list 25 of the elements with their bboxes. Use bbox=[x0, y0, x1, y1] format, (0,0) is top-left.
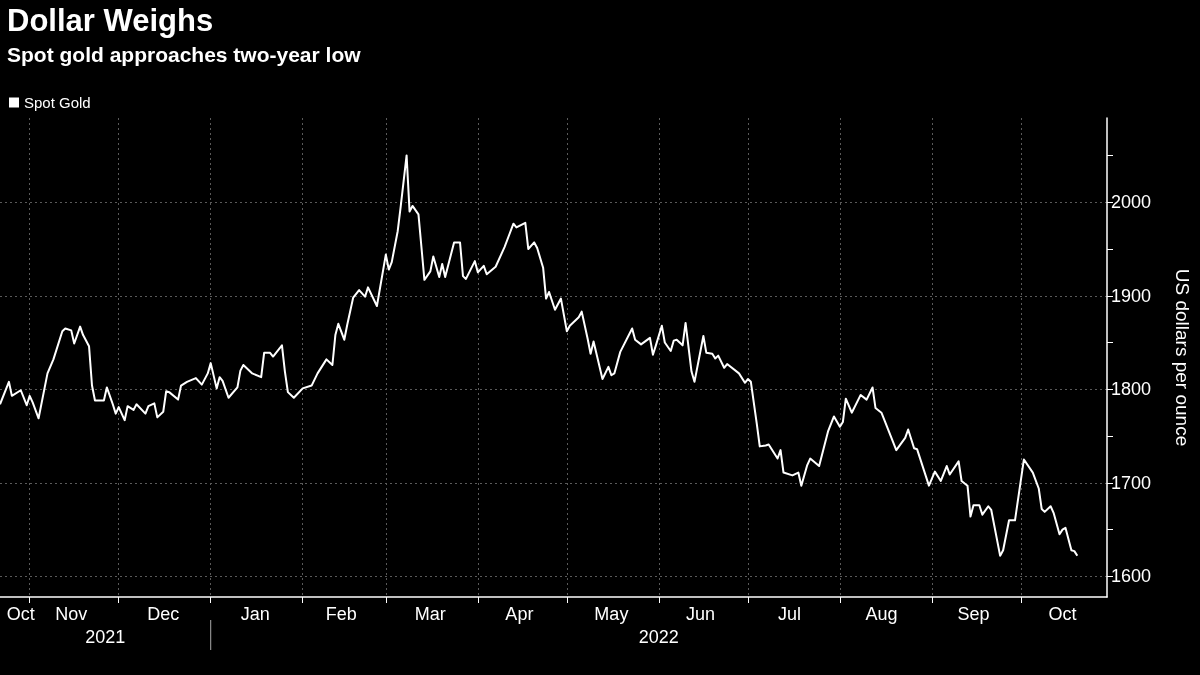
x-tick-label: Oct bbox=[1048, 604, 1077, 624]
x-tick-label: Sep bbox=[957, 604, 990, 624]
x-tick-label: Oct bbox=[6, 604, 35, 624]
x-tick-label: Jul bbox=[777, 604, 801, 624]
x-tick-label: Mar bbox=[414, 604, 446, 624]
chart-subtitle: Spot gold approaches two-year low bbox=[7, 43, 362, 66]
y-tick-label: 1700 bbox=[1111, 472, 1152, 493]
text: 2022 bbox=[638, 627, 679, 647]
y-tick-label: 1800 bbox=[1111, 379, 1152, 400]
chart-title: Dollar Weighs bbox=[7, 3, 214, 38]
x-tick-label: Dec bbox=[147, 604, 180, 624]
x-tick-label: Jan bbox=[240, 604, 270, 624]
y-tick-label: 1600 bbox=[1111, 566, 1152, 587]
x-tick-label: Nov bbox=[55, 604, 88, 624]
y-axis-title: US dollars per ounce bbox=[1172, 268, 1193, 447]
x-tick-label: Aug bbox=[865, 604, 898, 624]
x-tick-label: Feb bbox=[325, 604, 357, 624]
y-tick-label: 2000 bbox=[1111, 192, 1152, 213]
legend-label: Spot Gold bbox=[24, 94, 91, 111]
text: 2021 bbox=[85, 627, 126, 647]
y-tick-label: 1900 bbox=[1111, 285, 1152, 306]
x-tick-label: Jun bbox=[685, 604, 715, 624]
line-series bbox=[0, 154, 1079, 557]
x-tick-label: May bbox=[594, 604, 629, 624]
x-tick-label: Apr bbox=[505, 604, 534, 624]
